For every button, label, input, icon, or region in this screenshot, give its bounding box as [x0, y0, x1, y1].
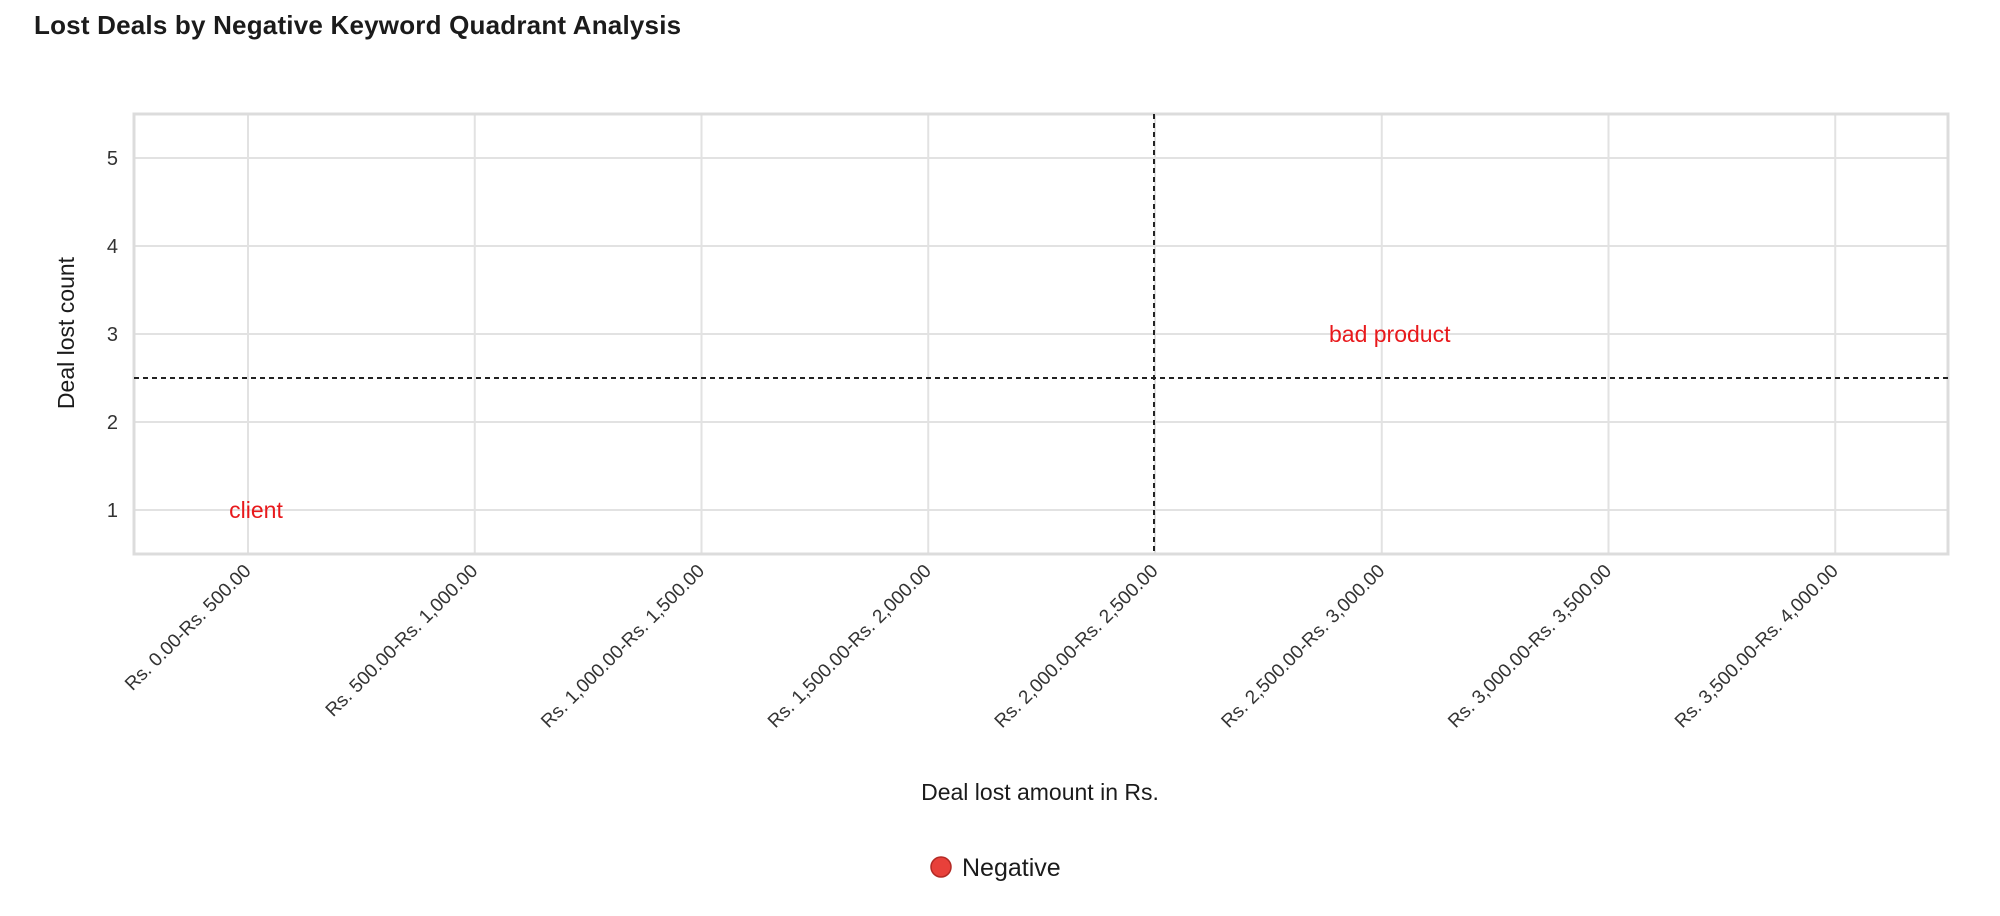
- data-point-label[interactable]: client: [229, 497, 283, 523]
- x-axis-ticks: Rs. 0.00-Rs. 500.00 Rs. 500.00-Rs. 1,000.…: [121, 561, 1843, 733]
- x-tick-label: Rs. 2,500.00-Rs. 3,000.00: [1218, 561, 1390, 733]
- x-tick-label: Rs. 0.00-Rs. 500.00: [121, 561, 255, 695]
- x-tick-label: Rs. 3,500.00-Rs. 4,000.00: [1671, 561, 1843, 733]
- y-tick-label: 3: [107, 324, 118, 346]
- y-tick-label: 4: [107, 236, 118, 258]
- y-axis-ticks: 1 2 3 4 5: [107, 148, 118, 522]
- x-tick-label: Rs. 1,500.00-Rs. 2,000.00: [764, 561, 936, 733]
- plot-area-border: [132, 112, 1950, 556]
- legend-label-negative[interactable]: Negative: [962, 854, 1061, 882]
- legend[interactable]: Negative: [930, 854, 1061, 882]
- y-tick-label: 1: [107, 500, 118, 522]
- grid-lines: [134, 114, 1948, 554]
- x-tick-label: Rs. 1,000.00-Rs. 1,500.00: [537, 561, 709, 733]
- y-tick-label: 5: [107, 148, 118, 170]
- data-points: client bad product: [229, 321, 1451, 523]
- legend-marker-negative[interactable]: [930, 856, 952, 878]
- x-axis-label: Deal lost amount in Rs.: [921, 779, 1159, 805]
- y-tick-label: 2: [107, 412, 118, 434]
- y-axis-label: Deal lost count: [53, 256, 79, 409]
- x-tick-label: Rs. 3,000.00-Rs. 3,500.00: [1444, 561, 1616, 733]
- data-point-label[interactable]: bad product: [1329, 321, 1451, 347]
- x-tick-label: Rs. 500.00-Rs. 1,000.00: [322, 561, 482, 721]
- x-tick-label: Rs. 2,000.00-Rs. 2,500.00: [991, 561, 1163, 733]
- chart-title: Lost Deals by Negative Keyword Quadrant …: [34, 10, 682, 40]
- quadrant-lines: [134, 114, 1948, 554]
